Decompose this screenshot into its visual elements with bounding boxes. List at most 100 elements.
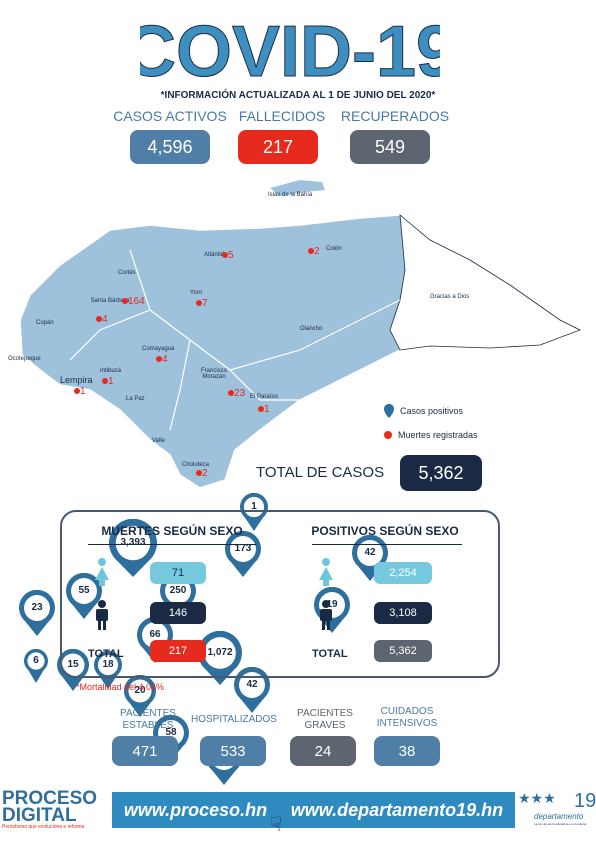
departamento19-logo: ★★★ 19 departamento La voz de los hondur…	[518, 790, 596, 830]
divider	[312, 544, 462, 545]
dept-label-comayagua: Comayagua	[142, 346, 175, 352]
map-pin-icon	[24, 648, 48, 683]
dept-label-fm: Francisco Morazán	[200, 368, 227, 380]
death-atlantida: 5	[222, 250, 234, 261]
icu-value: 38	[374, 736, 440, 766]
death-value: 2	[202, 468, 208, 479]
footer-url-bar: www.proceso.hn www.departamento19.hn	[112, 792, 515, 828]
death-value: 7	[202, 298, 208, 309]
death-value: 1	[264, 404, 270, 415]
pin-case-count: 1,072	[207, 647, 233, 658]
pin-case-count: 58	[165, 727, 177, 738]
death-dot	[122, 298, 128, 304]
map-pin: 3,393	[109, 518, 157, 577]
map-pin-icon	[384, 404, 394, 418]
dept-label-copan: Copán	[36, 320, 54, 326]
brand-line2: DIGITAL	[2, 805, 77, 826]
map-pin-icon	[94, 650, 122, 689]
legend-positive: Casos positivos	[384, 404, 463, 418]
map-pin: 173	[225, 530, 261, 577]
map-pin-icon	[198, 630, 242, 685]
dept-label-choluteca: Choluteca	[182, 462, 210, 468]
recovered-label: RECUPERADOS	[340, 108, 450, 124]
stable-value: 471	[112, 736, 178, 766]
female-icon	[94, 558, 110, 591]
dept-label-cortes: Cortés	[118, 270, 136, 276]
dept-label-valle: Valle	[152, 438, 165, 444]
death-intibuca: 1	[102, 376, 114, 387]
dept-label-ocotepeque: Ocotepeque	[8, 356, 41, 362]
death-choluteca: 2	[196, 468, 208, 479]
red-dot-icon	[384, 431, 392, 439]
url-departamento19[interactable]: www.departamento19.hn	[290, 799, 504, 820]
map-pin-icon	[109, 518, 157, 577]
honduras-map: Islas de la Bahía Cortés Atlántida Colón…	[0, 170, 596, 785]
recovered-value: 549	[350, 130, 430, 164]
death-dot	[196, 470, 202, 476]
death-fm: 23	[228, 388, 245, 399]
pin-case-count: 66	[149, 629, 161, 640]
pin-case-count: 6	[33, 655, 39, 666]
death-dot	[74, 388, 80, 394]
stars-icon: ★★★	[518, 790, 556, 806]
divider	[88, 544, 256, 545]
dept-label-intibuca: Intibucá	[100, 368, 122, 374]
positive-sex-title: POSITIVOS SEGÚN SEXO	[311, 524, 459, 538]
pin-case-count: 250	[169, 585, 187, 596]
dept-label-islas: Islas de la Bahía	[268, 192, 313, 198]
logo-number: 19	[574, 790, 596, 812]
death-dot	[102, 378, 108, 384]
deaths-female: 71	[150, 562, 206, 584]
map-pin-icon	[124, 674, 156, 717]
page-title: COVID-19	[123, 12, 456, 93]
death-value: 1	[108, 376, 114, 387]
deaths-label: FALLECIDOS	[238, 108, 326, 124]
map-pin-icon	[234, 666, 270, 713]
deaths-total-label: TOTAL	[88, 648, 124, 660]
logo-tagline: La voz de los hondureños en el exterior	[534, 822, 587, 826]
dept-label-lapaz: La Paz	[126, 396, 145, 402]
death-dot	[228, 390, 234, 396]
map-pin: 1,072	[198, 630, 242, 685]
grave-label: PACIENTES GRAVES	[297, 708, 353, 731]
death-dot	[258, 406, 264, 412]
dept-label-colon: Colón	[326, 246, 342, 252]
active-cases-label: CASOS ACTIVOS	[113, 108, 227, 124]
death-lempira: 1	[74, 386, 86, 397]
sex-panel: MUERTES SEGÚN SEXO POSITIVOS SEGÚN SEXO …	[60, 510, 500, 678]
death-value: 4	[162, 354, 168, 365]
map-pin: 20	[124, 674, 156, 717]
brand-tagline: Periodismo que evoluciona e informa	[2, 824, 85, 830]
stable-label: PACIENTES ESTABLES	[120, 708, 176, 731]
hospitalized-label: HOSPITALIZADOS	[191, 714, 277, 725]
death-santa-barbara: 4	[96, 314, 108, 325]
male-icon	[318, 600, 334, 635]
pin-case-count: 3,393	[120, 537, 146, 548]
map-pin-icon	[66, 572, 102, 619]
map-pin: 42	[234, 666, 270, 713]
map-pin: 55	[66, 572, 102, 619]
map-pin: 6	[24, 648, 48, 683]
url-proceso[interactable]: www.proceso.hn	[123, 799, 268, 820]
death-dot	[196, 300, 202, 306]
dept-label-elparaiso: El Paraíso	[250, 394, 278, 400]
death-dot	[308, 248, 314, 254]
death-dot	[96, 316, 102, 322]
positive-total-label: TOTAL	[312, 648, 348, 660]
pin-case-count: 18	[102, 659, 114, 670]
deaths-value: 217	[238, 130, 318, 164]
pin-case-count: 173	[234, 543, 252, 554]
deaths-male: 146	[150, 602, 206, 624]
pin-case-count: 42	[246, 679, 258, 690]
death-value: 5	[228, 250, 234, 261]
legend-positive-label: Casos positivos	[400, 406, 464, 416]
legend-deaths: Muertes registradas	[384, 430, 478, 440]
death-colon: 2	[308, 246, 320, 257]
death-value: 4	[102, 314, 108, 325]
death-yoro: 7	[196, 298, 208, 309]
map-pin: 23	[19, 589, 55, 636]
map-pin: 18	[94, 650, 122, 689]
pin-case-count: 20	[134, 685, 146, 696]
legend-deaths-label: Muertes registradas	[398, 430, 478, 440]
map-pin-icon	[225, 530, 261, 577]
